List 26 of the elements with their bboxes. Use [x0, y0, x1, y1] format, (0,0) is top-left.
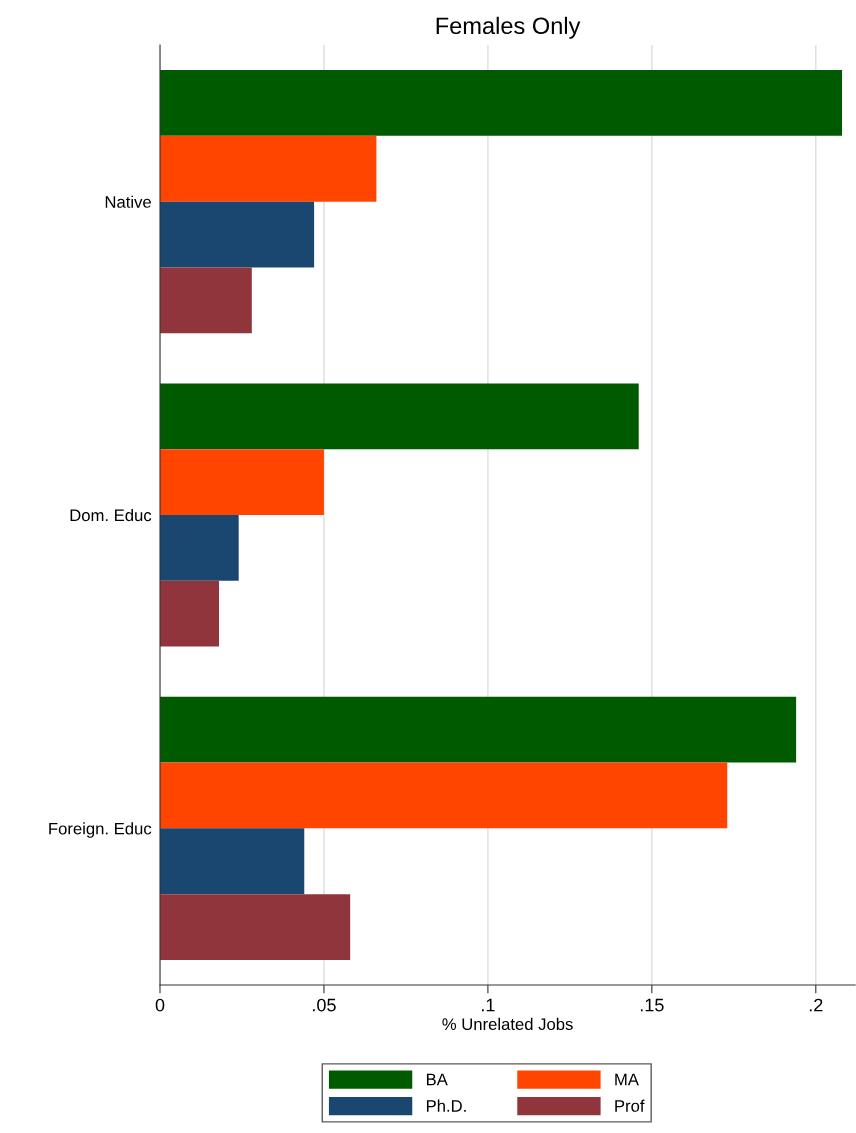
legend-label: MA [615, 1073, 639, 1086]
chart-title: Females Only [436, 16, 581, 39]
bar [160, 515, 239, 581]
y-tick-label: Foreign. Educ [49, 822, 152, 838]
x-tick-label: .2 [809, 998, 823, 1012]
y-tick-label: Native [105, 195, 151, 208]
x-tick-label: .15 [640, 998, 664, 1012]
legend-label: Prof [615, 1099, 645, 1112]
x-tick-label: 0 [155, 998, 165, 1012]
x-tick-label: .05 [313, 998, 336, 1012]
x-axis-title: % Unrelated Jobs [442, 1017, 573, 1031]
bar [160, 267, 252, 334]
bar [160, 580, 220, 647]
bar [160, 762, 728, 829]
bar [160, 135, 377, 202]
bar [160, 70, 843, 136]
bar [160, 449, 324, 515]
bar [160, 383, 639, 450]
legend-label: BA [426, 1073, 448, 1086]
bar [160, 201, 315, 268]
bar [160, 894, 351, 960]
bar [160, 828, 305, 895]
x-tick-label: .1 [482, 998, 495, 1012]
bar [160, 696, 797, 763]
legend-label: Ph.D. [426, 1099, 466, 1112]
y-tick-label: Dom. Educ [70, 508, 152, 522]
